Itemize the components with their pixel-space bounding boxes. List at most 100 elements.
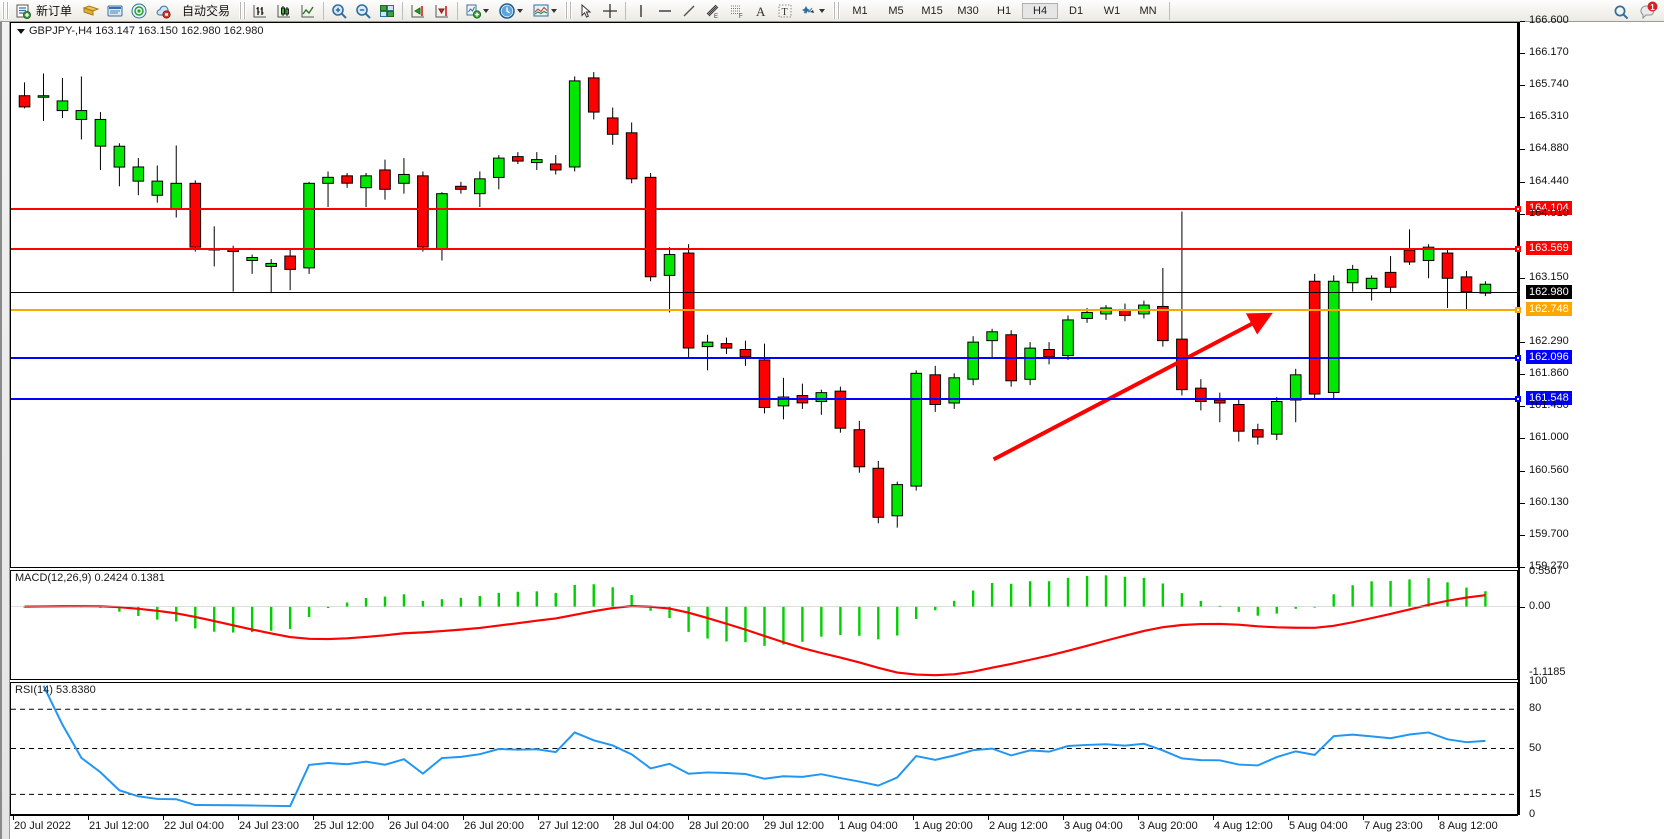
shift-chart-icon xyxy=(409,2,427,20)
toolbar-grip[interactable] xyxy=(2,2,9,19)
price-badge-support[interactable]: 162.096 xyxy=(1526,350,1572,365)
bar-chart-button[interactable] xyxy=(248,1,272,21)
shift-chart-button[interactable] xyxy=(406,1,430,21)
level-line-resistance[interactable] xyxy=(11,245,1521,252)
axis-tick-label: 0 xyxy=(1529,808,1536,820)
price-badge-resistance[interactable]: 163.569 xyxy=(1526,240,1572,255)
toolbar-grip-4[interactable] xyxy=(833,2,841,19)
price-badge-pivot[interactable]: 162.748 xyxy=(1526,301,1572,316)
candlestick-chart-icon xyxy=(275,2,293,20)
new-order-button[interactable]: 新订单 xyxy=(11,1,79,21)
rsi-axis-tick: 15 xyxy=(1520,788,1664,802)
time-axis-label: 1 Aug 20:00 xyxy=(914,820,973,832)
time-axis-label: 20 Jul 2022 xyxy=(14,820,71,832)
chart-menu-triangle-icon[interactable] xyxy=(17,28,25,34)
level-handle[interactable] xyxy=(1515,306,1521,313)
timeframe-m1[interactable]: M1 xyxy=(852,4,868,17)
toolbar-grip-3[interactable] xyxy=(565,2,573,19)
level-handle[interactable] xyxy=(1515,396,1521,403)
level-line-resistance[interactable] xyxy=(11,205,1521,212)
vertical-line-button[interactable] xyxy=(629,1,653,21)
axis-tick-mark xyxy=(1520,149,1525,151)
equidistant-channel-button[interactable]: E xyxy=(701,1,725,21)
macd-pane[interactable]: MACD(12,26,9) 0.2424 0.1381 xyxy=(10,570,1518,680)
axis-tick-mark xyxy=(1520,117,1525,119)
price-badge-resistance[interactable]: 164.104 xyxy=(1526,200,1572,215)
price-badge-support[interactable]: 161.548 xyxy=(1526,391,1572,406)
macd-label: MACD(12,26,9) 0.2424 0.1381 xyxy=(15,572,165,584)
axis-tick-label: 160.130 xyxy=(1529,495,1569,508)
time-axis-tick xyxy=(988,816,989,820)
indicators-button[interactable] xyxy=(461,1,495,21)
timeframe-h4[interactable]: H4 xyxy=(1022,2,1059,19)
toolbar-separator xyxy=(323,1,325,20)
zoom-out-button[interactable] xyxy=(351,1,375,21)
price-axis[interactable]: 164.104 163.569 162.980 162.748 162.096 161.5… xyxy=(1518,14,1664,820)
main-toolbar: 新订单 自动交易 xyxy=(0,0,1664,22)
price-axis-tick: 160.130 xyxy=(1520,495,1664,510)
search-button[interactable] xyxy=(1612,3,1630,24)
price-axis-tick: 164.880 xyxy=(1520,142,1664,156)
timeframe-m30[interactable]: M30 xyxy=(957,4,979,17)
horizontal-line-button[interactable] xyxy=(653,1,677,21)
crosshair-button[interactable] xyxy=(598,1,622,21)
objects-button[interactable] xyxy=(797,1,831,21)
auto-scroll-button[interactable] xyxy=(430,1,454,21)
profile-button[interactable] xyxy=(79,1,103,21)
time-axis-label: 2 Aug 12:00 xyxy=(989,820,1048,832)
period-button[interactable] xyxy=(495,1,529,21)
auto-trading-button[interactable]: 自动交易 xyxy=(175,1,237,21)
navigator-button[interactable] xyxy=(127,1,151,21)
fibonacci-button[interactable]: F xyxy=(725,1,749,21)
axis-tick-label: 165.310 xyxy=(1529,110,1569,123)
price-candles xyxy=(18,72,1492,528)
candlestick-chart-button[interactable] xyxy=(272,1,296,21)
rsi-pane[interactable]: RSI(14) 53.8380 xyxy=(10,682,1518,815)
level-handle[interactable] xyxy=(1515,205,1521,212)
chart-grip[interactable] xyxy=(2,22,10,839)
price-axis-tick: 165.310 xyxy=(1520,110,1664,124)
macd-axis-tick: 0.5507 xyxy=(1520,565,1664,579)
axis-tick-mark xyxy=(1520,567,1525,568)
axis-tick-mark xyxy=(1520,534,1525,536)
cursor-button[interactable] xyxy=(574,1,598,21)
text-label-button[interactable]: A xyxy=(749,1,773,21)
chevron-down-icon-2[interactable] xyxy=(517,8,524,13)
line-chart-button[interactable] xyxy=(296,1,320,21)
templates-button[interactable] xyxy=(529,1,563,21)
time-axis-tick xyxy=(1138,816,1139,820)
alerts-button[interactable]: 1 xyxy=(1638,1,1658,21)
timeframe-w1[interactable]: W1 xyxy=(1103,4,1121,17)
uptrend-arrow[interactable] xyxy=(11,23,1517,567)
market-watch-button[interactable] xyxy=(151,1,175,21)
tile-windows-button[interactable] xyxy=(375,1,399,21)
rsi-plot xyxy=(11,685,1517,808)
price-axis-tick: 165.740 xyxy=(1520,78,1664,92)
time-axis-tick xyxy=(688,816,689,820)
timeframe-mn[interactable]: MN xyxy=(1139,4,1157,17)
level-line-support[interactable] xyxy=(11,355,1521,362)
price-pane[interactable]: GBPJPY-,H4 163.147 163.150 162.980 162.9… xyxy=(10,22,1521,568)
level-handle[interactable] xyxy=(1515,355,1521,362)
trendline-button[interactable] xyxy=(677,1,701,21)
level-line-last-price[interactable] xyxy=(11,291,1517,293)
level-handle[interactable] xyxy=(1515,245,1521,252)
toolbar-grip-2[interactable] xyxy=(239,2,247,19)
chevron-down-icon-3[interactable] xyxy=(551,8,558,13)
trendline-icon xyxy=(680,2,698,20)
level-line-pivot[interactable] xyxy=(11,306,1521,313)
data-window-button[interactable] xyxy=(103,1,127,21)
timeframe-m15[interactable]: M15 xyxy=(921,4,943,17)
level-line-support[interactable] xyxy=(11,396,1521,403)
time-axis[interactable]: 20 Jul 2022 21 Jul 12:00 22 Jul 04:00 24 Ju… xyxy=(10,815,1518,839)
chart-plot-area[interactable]: GBPJPY-,H4 163.147 163.150 162.980 162.9… xyxy=(10,14,1664,839)
chevron-down-icon[interactable] xyxy=(483,8,490,13)
axis-tick-label: 164.440 xyxy=(1529,174,1569,187)
price-badge-last-price[interactable]: 162.980 xyxy=(1526,284,1572,299)
chevron-down-icon-4[interactable] xyxy=(819,8,826,13)
text-button[interactable]: T xyxy=(773,1,797,21)
zoom-in-button[interactable] xyxy=(327,1,351,21)
timeframe-h1[interactable]: H1 xyxy=(997,4,1012,17)
timeframe-m5[interactable]: M5 xyxy=(888,4,904,17)
timeframe-d1[interactable]: D1 xyxy=(1069,4,1084,17)
